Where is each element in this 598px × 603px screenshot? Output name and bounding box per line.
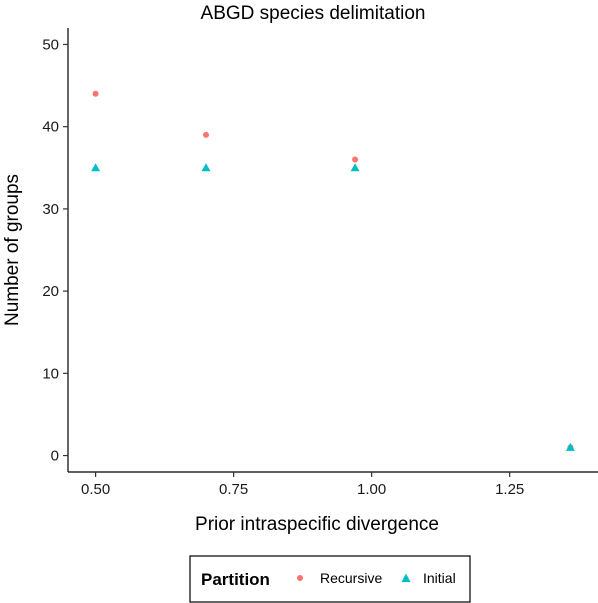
y-tick-label: 50 [42,36,59,53]
legend-label-initial: Initial [423,570,456,586]
legend-label-recursive: Recursive [320,570,382,586]
legend-key-recursive [297,575,303,581]
y-tick-label: 20 [42,283,59,300]
x-tick-label: 0.50 [81,481,110,498]
x-tick-label: 0.75 [219,481,248,498]
y-axis-title: Number of groups [2,174,23,326]
data-point-initial [91,163,101,172]
y-tick-label: 40 [42,119,59,136]
data-point-recursive [352,156,359,163]
y-tick-label: 0 [51,448,59,465]
x-tick-label: 1.25 [495,481,524,498]
y-tick-label: 10 [42,365,59,382]
x-tick-label: 1.00 [357,481,386,498]
legend: Partition Recursive Initial [189,555,471,603]
data-point-initial [350,163,360,172]
legend-box [189,555,471,603]
data-point-initial [565,442,575,451]
y-axis-ticks: 0 10 20 30 40 50 [42,36,68,465]
data-point-recursive [203,131,210,138]
plot-area [91,90,575,451]
x-axis-ticks: 0.50 0.75 1.00 1.25 [81,472,524,498]
legend-title: Partition [201,570,270,589]
x-axis-title: Prior intraspecific divergence [195,514,439,535]
data-point-initial [201,163,211,172]
chart-title: ABGD species delimitation [201,3,426,24]
data-point-recursive [92,90,99,97]
legend-key-initial [401,573,411,582]
y-tick-label: 30 [42,201,59,218]
